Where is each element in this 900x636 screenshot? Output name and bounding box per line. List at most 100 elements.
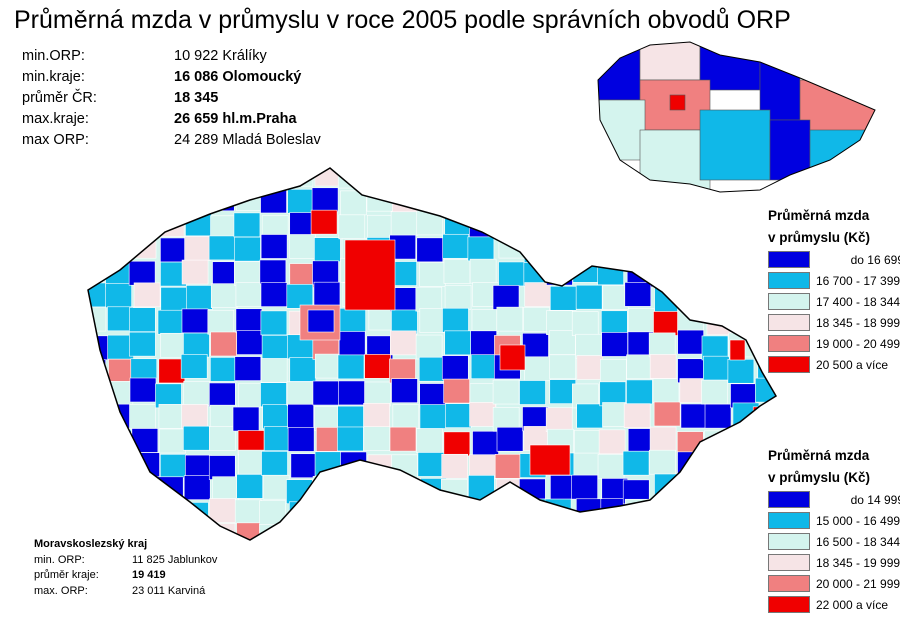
legend-item: 16 700 - 17 399 — [768, 270, 900, 291]
orp-region — [654, 473, 681, 499]
orp-region — [312, 260, 339, 286]
legend-label: do 14 999 — [850, 492, 900, 507]
orp-region — [572, 186, 600, 212]
legend-kraje: Průměrná mzda v průmyslu (Kč) do 16 699 1… — [768, 205, 900, 375]
orp-region — [416, 210, 444, 236]
stat-place: Olomoucký — [222, 69, 302, 85]
orp-region — [237, 546, 263, 570]
orp-region — [419, 383, 446, 408]
legend-item: do 16 699 — [768, 249, 900, 270]
legend-swatch — [768, 491, 810, 508]
orp-region — [729, 307, 757, 333]
orp-region — [338, 331, 366, 356]
legend-label: 16 500 - 18 344 — [816, 534, 900, 549]
orp-region — [209, 404, 237, 430]
orp-region — [313, 281, 341, 307]
orp-region — [703, 523, 731, 540]
orp-region — [290, 453, 318, 479]
orp-region — [316, 552, 342, 576]
orp-region — [602, 285, 630, 311]
orp-region — [550, 238, 577, 263]
orp-region — [575, 284, 603, 310]
stat-place: Mladá Boleslav — [222, 132, 321, 148]
orp-region — [728, 452, 756, 478]
orp-region — [446, 547, 472, 571]
orp-region — [520, 168, 547, 191]
orp-region — [344, 239, 396, 311]
legend-label: 18 345 - 19 999 — [816, 555, 900, 570]
orp-region — [416, 428, 443, 453]
orp-region — [183, 168, 211, 187]
legend-label: 16 700 - 17 399 — [816, 273, 900, 288]
orp-region — [523, 307, 550, 332]
orp-region — [676, 186, 704, 211]
orp-region-praha — [307, 309, 335, 333]
orp-region — [129, 233, 157, 259]
orp-region — [155, 383, 182, 409]
orp-region — [104, 236, 132, 261]
national-stats: min.ORP: 10 922 Králíky min.kraje: 16 086 … — [22, 46, 321, 151]
orp-region — [704, 403, 732, 429]
orp-region — [523, 238, 551, 263]
orp-region — [185, 454, 212, 480]
orp-region — [649, 258, 677, 284]
kraj-region — [639, 42, 701, 81]
orp-region — [207, 309, 235, 335]
orp-region — [181, 404, 208, 429]
orp-region — [366, 214, 394, 240]
orp-region — [158, 498, 186, 524]
orp-region — [674, 238, 702, 264]
orp-region — [88, 238, 106, 263]
orp-region — [626, 235, 654, 260]
orp-region — [158, 358, 186, 384]
orp-region — [183, 475, 211, 500]
orp-region — [704, 430, 731, 456]
orp-region — [706, 310, 734, 336]
orp-region — [601, 332, 628, 357]
orp-region — [180, 354, 208, 379]
orp-region — [549, 330, 576, 355]
orp-region — [571, 474, 598, 500]
orp-region — [133, 282, 161, 308]
orp-region — [729, 282, 757, 307]
orp-region — [648, 332, 676, 358]
orp-region — [601, 310, 628, 336]
orp-region — [208, 235, 236, 261]
orp-region — [471, 501, 499, 526]
orp-region — [260, 234, 288, 259]
legend-item: 20 000 - 21 999 — [768, 573, 900, 594]
orp-region — [442, 307, 469, 333]
legend-subtitle: v průmyslu (Kč) — [768, 230, 871, 245]
orp-region — [314, 353, 342, 379]
orp-region — [419, 404, 447, 429]
orp-region — [286, 168, 314, 187]
orp-region — [649, 527, 677, 540]
orp-region — [233, 212, 261, 238]
orp-region — [549, 285, 577, 311]
orp-region — [575, 333, 602, 359]
legend-item: 17 400 - 18 344 — [768, 291, 900, 312]
orp-region — [286, 284, 314, 309]
msk-label: průměr kraje: — [34, 569, 99, 581]
orp-region — [417, 452, 445, 477]
stat-row: min.ORP: 10 922 Králíky — [22, 46, 321, 67]
legend-title: Průměrná mzda — [768, 448, 870, 463]
stat-value: 16 086 — [174, 69, 219, 85]
orp-region — [88, 260, 104, 286]
orp-region — [234, 356, 262, 381]
orp-region — [340, 547, 366, 571]
orp-region — [160, 237, 187, 263]
orp-region — [159, 454, 187, 479]
orp-region — [104, 455, 131, 481]
msk-row: min. ORP: 11 825 Jablunkov — [34, 553, 217, 569]
orp-region — [496, 503, 523, 529]
orp-region — [420, 546, 446, 570]
orp-region — [523, 213, 550, 239]
orp-region — [472, 430, 499, 456]
orp-region — [522, 332, 549, 358]
stat-value: 26 659 — [174, 111, 219, 127]
orp-region — [598, 429, 626, 455]
stat-row: max.kraje: 26 659 hl.m.Praha — [22, 109, 321, 130]
